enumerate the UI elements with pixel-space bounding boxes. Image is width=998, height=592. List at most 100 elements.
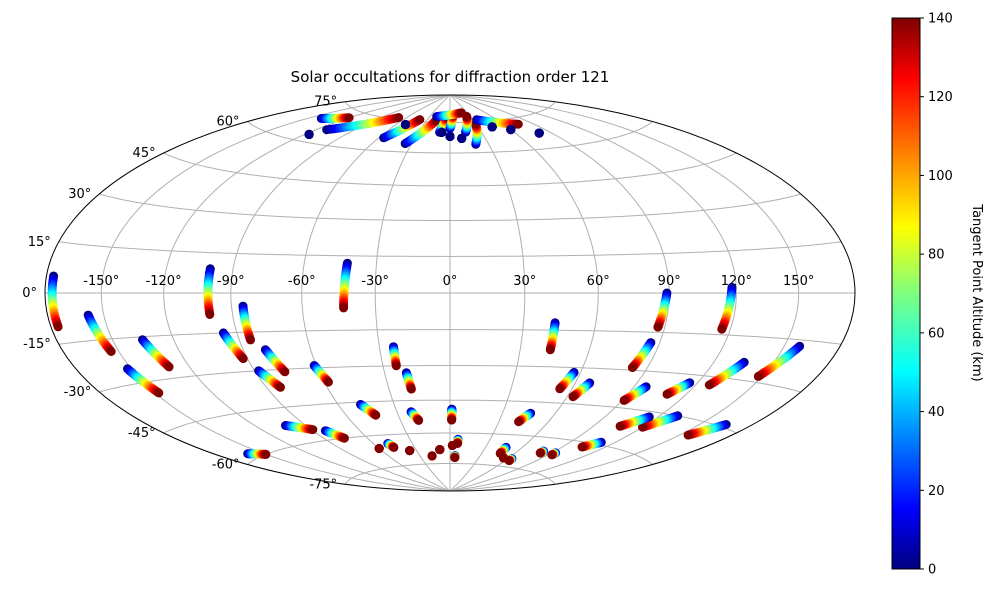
latitude-tick-label: 30° — [68, 187, 91, 202]
data-point — [514, 417, 524, 427]
data-point — [427, 451, 437, 461]
longitude-tick-labels: -150° -120° -90° -60° -30° 0° 30° 60° 90° 120° 150… — [83, 274, 814, 289]
parallel-line — [163, 152, 737, 187]
colorbar-tick-label: 40 — [928, 405, 945, 420]
data-point — [280, 367, 290, 377]
data-point — [406, 384, 416, 394]
data-point — [704, 380, 714, 390]
data-point — [154, 388, 164, 398]
colorbar-tick-label: 100 — [928, 169, 953, 184]
longitude-tick-label: -60° — [288, 274, 316, 289]
data-point — [435, 445, 445, 455]
data-point — [615, 421, 625, 431]
data-point — [246, 335, 255, 345]
latitude-tick-label: 15° — [28, 235, 51, 250]
data-point — [437, 127, 447, 137]
map-boundary — [44, 94, 856, 492]
data-point — [323, 377, 333, 387]
parallel-line — [344, 463, 556, 485]
longitude-tick-label: 60° — [587, 274, 610, 289]
data-point — [555, 384, 565, 394]
colorbar: 0 20 40 60 80 100 120 140 Tangent Point Altitud… — [891, 12, 984, 578]
parallel-line — [99, 193, 801, 221]
latitude-tick-label: -30° — [64, 385, 92, 400]
latitude-tick-label: -45° — [128, 426, 156, 441]
data-point — [344, 113, 354, 123]
data-point — [753, 371, 763, 381]
longitude-tick-label: -90° — [217, 274, 245, 289]
latitude-tick-label: -60° — [212, 458, 240, 473]
data-point — [238, 354, 248, 364]
occultation-points — [47, 108, 805, 466]
colorbar-gradient — [891, 17, 921, 570]
data-point — [683, 430, 693, 440]
parallel-line — [99, 365, 801, 393]
data-point — [534, 128, 544, 138]
data-point — [405, 446, 415, 456]
data-point — [535, 448, 545, 458]
latitude-tick-label: -15° — [23, 337, 51, 352]
longitude-tick-label: -30° — [361, 274, 389, 289]
data-point — [414, 415, 424, 425]
data-point — [308, 425, 318, 435]
data-point — [261, 449, 271, 459]
graticule — [45, 95, 855, 491]
data-point — [547, 450, 557, 460]
data-point — [653, 322, 663, 332]
data-point — [371, 410, 381, 420]
parallel-line — [247, 432, 653, 465]
longitude-tick-label: -120° — [146, 274, 182, 289]
data-point — [545, 345, 555, 355]
data-point — [453, 439, 462, 448]
data-point — [456, 108, 466, 118]
parallel-line — [58, 328, 842, 345]
data-point — [577, 442, 587, 452]
colorbar-tick-label: 120 — [928, 90, 953, 105]
data-point — [389, 442, 399, 452]
parallel-line — [247, 121, 653, 154]
longitude-tick-label: -150° — [83, 274, 119, 289]
data-point — [513, 119, 523, 129]
colorbar-tick-label: 0 — [928, 563, 936, 578]
chart-title: Solar occultations for diffraction order… — [291, 68, 610, 86]
data-point — [445, 131, 455, 141]
data-point — [568, 392, 578, 402]
data-point — [457, 133, 467, 143]
data-point — [205, 310, 215, 319]
data-point — [339, 433, 349, 443]
data-point — [487, 122, 497, 132]
colorbar-tick-label: 20 — [928, 484, 945, 499]
data-point — [374, 444, 384, 453]
longitude-tick-label: 90° — [658, 274, 681, 289]
latitude-tick-label: 45° — [133, 146, 156, 161]
data-point — [504, 456, 514, 466]
data-point — [717, 324, 727, 334]
data-point — [627, 363, 637, 373]
data-point — [619, 395, 629, 405]
data-point — [662, 389, 672, 399]
longitude-tick-label: 150° — [783, 274, 814, 289]
data-point — [339, 303, 349, 313]
data-point — [450, 453, 460, 463]
colorbar-tick-label: 60 — [928, 326, 945, 341]
parallel-line — [58, 241, 842, 258]
data-point — [164, 362, 174, 372]
latitude-tick-label: 60° — [216, 115, 239, 130]
data-point — [415, 115, 425, 125]
data-point — [394, 113, 404, 122]
data-point — [506, 125, 516, 135]
longitude-tick-label: 30° — [513, 274, 536, 289]
latitude-tick-label: 0° — [22, 286, 37, 301]
colorbar-tick-label: 80 — [928, 248, 945, 263]
data-point — [276, 382, 285, 392]
longitude-tick-label: 0° — [443, 274, 458, 289]
parallel-line — [163, 399, 737, 434]
data-point — [447, 415, 457, 425]
data-point — [638, 422, 647, 432]
latitude-tick-label: 75° — [314, 95, 337, 110]
colorbar-label: Tangent Point Altitude (km) — [969, 203, 984, 381]
longitude-tick-label: 120° — [721, 274, 752, 289]
colorbar-tick-label: 140 — [928, 12, 953, 27]
data-point — [53, 322, 63, 332]
